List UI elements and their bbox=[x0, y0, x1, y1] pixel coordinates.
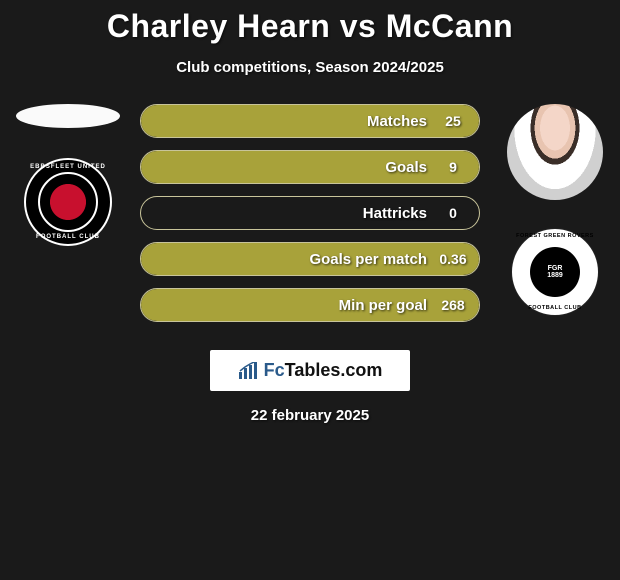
stat-row: Goals9 bbox=[140, 150, 480, 184]
right-player-column: FOREST GREEN ROVERS FGR 1889 FOOTBALL CL… bbox=[500, 104, 610, 316]
stat-value-right: 9 bbox=[427, 151, 479, 183]
stat-value-right: 25 bbox=[427, 105, 479, 137]
player-photo-right bbox=[507, 104, 603, 200]
club-badge-left: EBBSFLEET UNITED FOOTBALL CLUB bbox=[24, 158, 112, 246]
club-right-name-top: FOREST GREEN ROVERS bbox=[511, 233, 599, 239]
stat-row: Matches25 bbox=[140, 104, 480, 138]
club-left-name-bot: FOOTBALL CLUB bbox=[28, 234, 108, 240]
stat-label: Matches bbox=[141, 105, 439, 137]
player-photo-left bbox=[16, 104, 120, 128]
stat-label: Goals per match bbox=[141, 243, 439, 275]
stat-label: Hattricks bbox=[141, 197, 439, 229]
stat-row: Goals per match0.36 bbox=[140, 242, 480, 276]
brand-suffix: Tables.com bbox=[285, 360, 383, 380]
stat-label: Min per goal bbox=[141, 289, 439, 321]
stat-value-right: 0.36 bbox=[427, 243, 479, 275]
stat-value-right: 0 bbox=[427, 197, 479, 229]
left-player-column: EBBSFLEET UNITED FOOTBALL CLUB bbox=[8, 104, 128, 246]
date-label: 22 february 2025 bbox=[0, 407, 620, 424]
subtitle: Club competitions, Season 2024/2025 bbox=[0, 59, 620, 76]
footer: FcTables.com bbox=[0, 350, 620, 391]
stat-row: Hattricks0 bbox=[140, 196, 480, 230]
stat-row: Min per goal268 bbox=[140, 288, 480, 322]
club-right-year: 1889 bbox=[547, 272, 563, 279]
club-right-abbrev: FGR bbox=[548, 265, 563, 272]
chart-icon bbox=[238, 362, 260, 380]
infographic-root: Charley Hearn vs McCann Club competition… bbox=[0, 0, 620, 424]
club-badge-right-inner: FGR 1889 bbox=[530, 247, 580, 297]
stat-bars: Matches25 Goals9 Hattricks0 Goals per match… bbox=[140, 104, 480, 334]
club-left-name-top: EBBSFLEET UNITED bbox=[28, 164, 108, 170]
brand-prefix: Fc bbox=[264, 360, 285, 380]
brand-logo: FcTables.com bbox=[210, 350, 411, 391]
stat-value-right: 268 bbox=[427, 289, 479, 321]
club-badge-left-inner bbox=[38, 172, 98, 232]
comparison-panel: EBBSFLEET UNITED FOOTBALL CLUB Matches25… bbox=[0, 104, 620, 340]
page-title: Charley Hearn vs McCann bbox=[0, 8, 620, 45]
club-badge-right: FOREST GREEN ROVERS FGR 1889 FOOTBALL CL… bbox=[511, 228, 599, 316]
club-right-name-bot: FOOTBALL CLUB bbox=[511, 305, 599, 311]
stat-label: Goals bbox=[141, 151, 439, 183]
